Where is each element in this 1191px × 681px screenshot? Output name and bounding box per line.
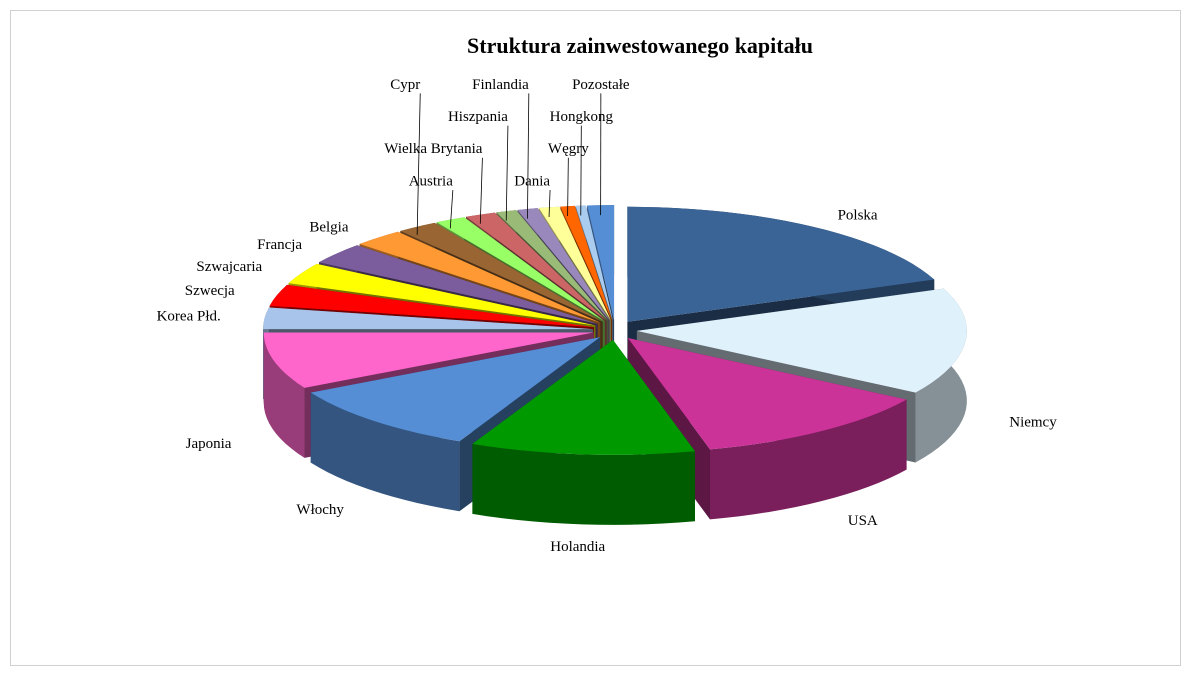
slice-label: Hiszpania	[448, 109, 508, 125]
slice-label: Francja	[257, 237, 302, 253]
slice-side	[472, 444, 695, 525]
slice-label: Korea Płd.	[157, 308, 221, 324]
slice-label: Cypr	[390, 77, 420, 93]
slice-label: Węgry	[548, 141, 589, 157]
slice-label: Austria	[409, 173, 454, 189]
slice-label: Japonia	[186, 436, 232, 452]
slice-label: Pozostałe	[572, 77, 630, 93]
slice-label: Włochy	[296, 502, 344, 518]
slice-label: Holandia	[550, 539, 605, 555]
slice-label: Szwecja	[185, 283, 235, 299]
slice-label: Polska	[838, 207, 878, 223]
slice-label: Szwajcaria	[196, 259, 262, 275]
slice-label: Finlandia	[472, 77, 529, 93]
slice-label: Wielka Brytania	[384, 141, 482, 157]
chart-title: Struktura zainwestowanego kapitału	[467, 33, 813, 58]
slice-label: Niemcy	[1009, 414, 1057, 430]
slice-label: Belgia	[309, 219, 348, 235]
slice-label: Hongkong	[550, 109, 614, 125]
leader-line	[581, 126, 582, 216]
slice-label: Dania	[514, 173, 550, 189]
slice-label: USA	[848, 513, 878, 529]
